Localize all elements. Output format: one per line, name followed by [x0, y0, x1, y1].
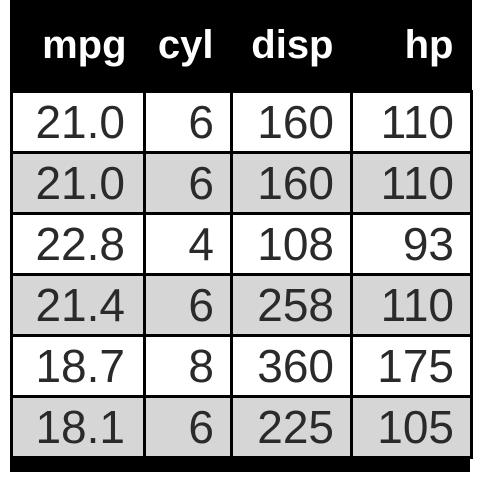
cell-mpg: 21.0: [10, 151, 146, 215]
cell-disp: 360: [230, 334, 353, 398]
table-header: mpg cyl disp hp: [11, 0, 472, 92]
cell-hp: 105: [350, 395, 473, 459]
table-row: 22.8 4 108 93: [10, 212, 473, 276]
cell-cyl: 4: [143, 212, 233, 276]
column-header-mpg[interactable]: mpg: [11, 0, 145, 92]
cell-cyl: 6: [143, 151, 233, 215]
cell-disp: 258: [230, 273, 353, 337]
cell-hp: 110: [350, 273, 473, 337]
cell-cyl: 6: [143, 273, 233, 337]
table-row: 21.0 6 160 110: [10, 90, 473, 154]
cell-cyl: 6: [143, 90, 233, 154]
cell-disp: 160: [230, 151, 353, 215]
data-table: mpg cyl disp hp 21.0 6 160 110 21.0 6 16…: [10, 0, 473, 459]
cell-hp: 93: [350, 212, 473, 276]
column-header-cyl[interactable]: cyl: [144, 0, 232, 92]
cell-mpg: 21.0: [10, 90, 146, 154]
cell-cyl: 8: [143, 334, 233, 398]
cell-mpg: 21.4: [10, 273, 146, 337]
table-row: 18.1 6 225 105: [10, 395, 473, 459]
cell-mpg: 22.8: [10, 212, 146, 276]
cell-hp: 110: [350, 151, 473, 215]
cell-disp: 225: [230, 395, 353, 459]
cell-mpg: 18.7: [10, 334, 146, 398]
column-header-hp[interactable]: hp: [351, 0, 472, 92]
cell-disp: 160: [230, 90, 353, 154]
table-row: 18.7 8 360 175: [10, 334, 473, 398]
cell-hp: 175: [350, 334, 473, 398]
cell-disp: 108: [230, 212, 353, 276]
table-body: 21.0 6 160 110 21.0 6 160 110 22.8 4 108…: [10, 90, 473, 459]
data-table-container: mpg cyl disp hp 21.0 6 160 110 21.0 6 16…: [10, 0, 473, 472]
cell-hp: 110: [350, 90, 473, 154]
header-row: mpg cyl disp hp: [11, 0, 472, 92]
table-row: 21.0 6 160 110: [10, 151, 473, 215]
column-header-disp[interactable]: disp: [231, 0, 352, 92]
cell-mpg: 18.1: [10, 395, 146, 459]
cell-cyl: 6: [143, 395, 233, 459]
table-row: 21.4 6 258 110: [10, 273, 473, 337]
